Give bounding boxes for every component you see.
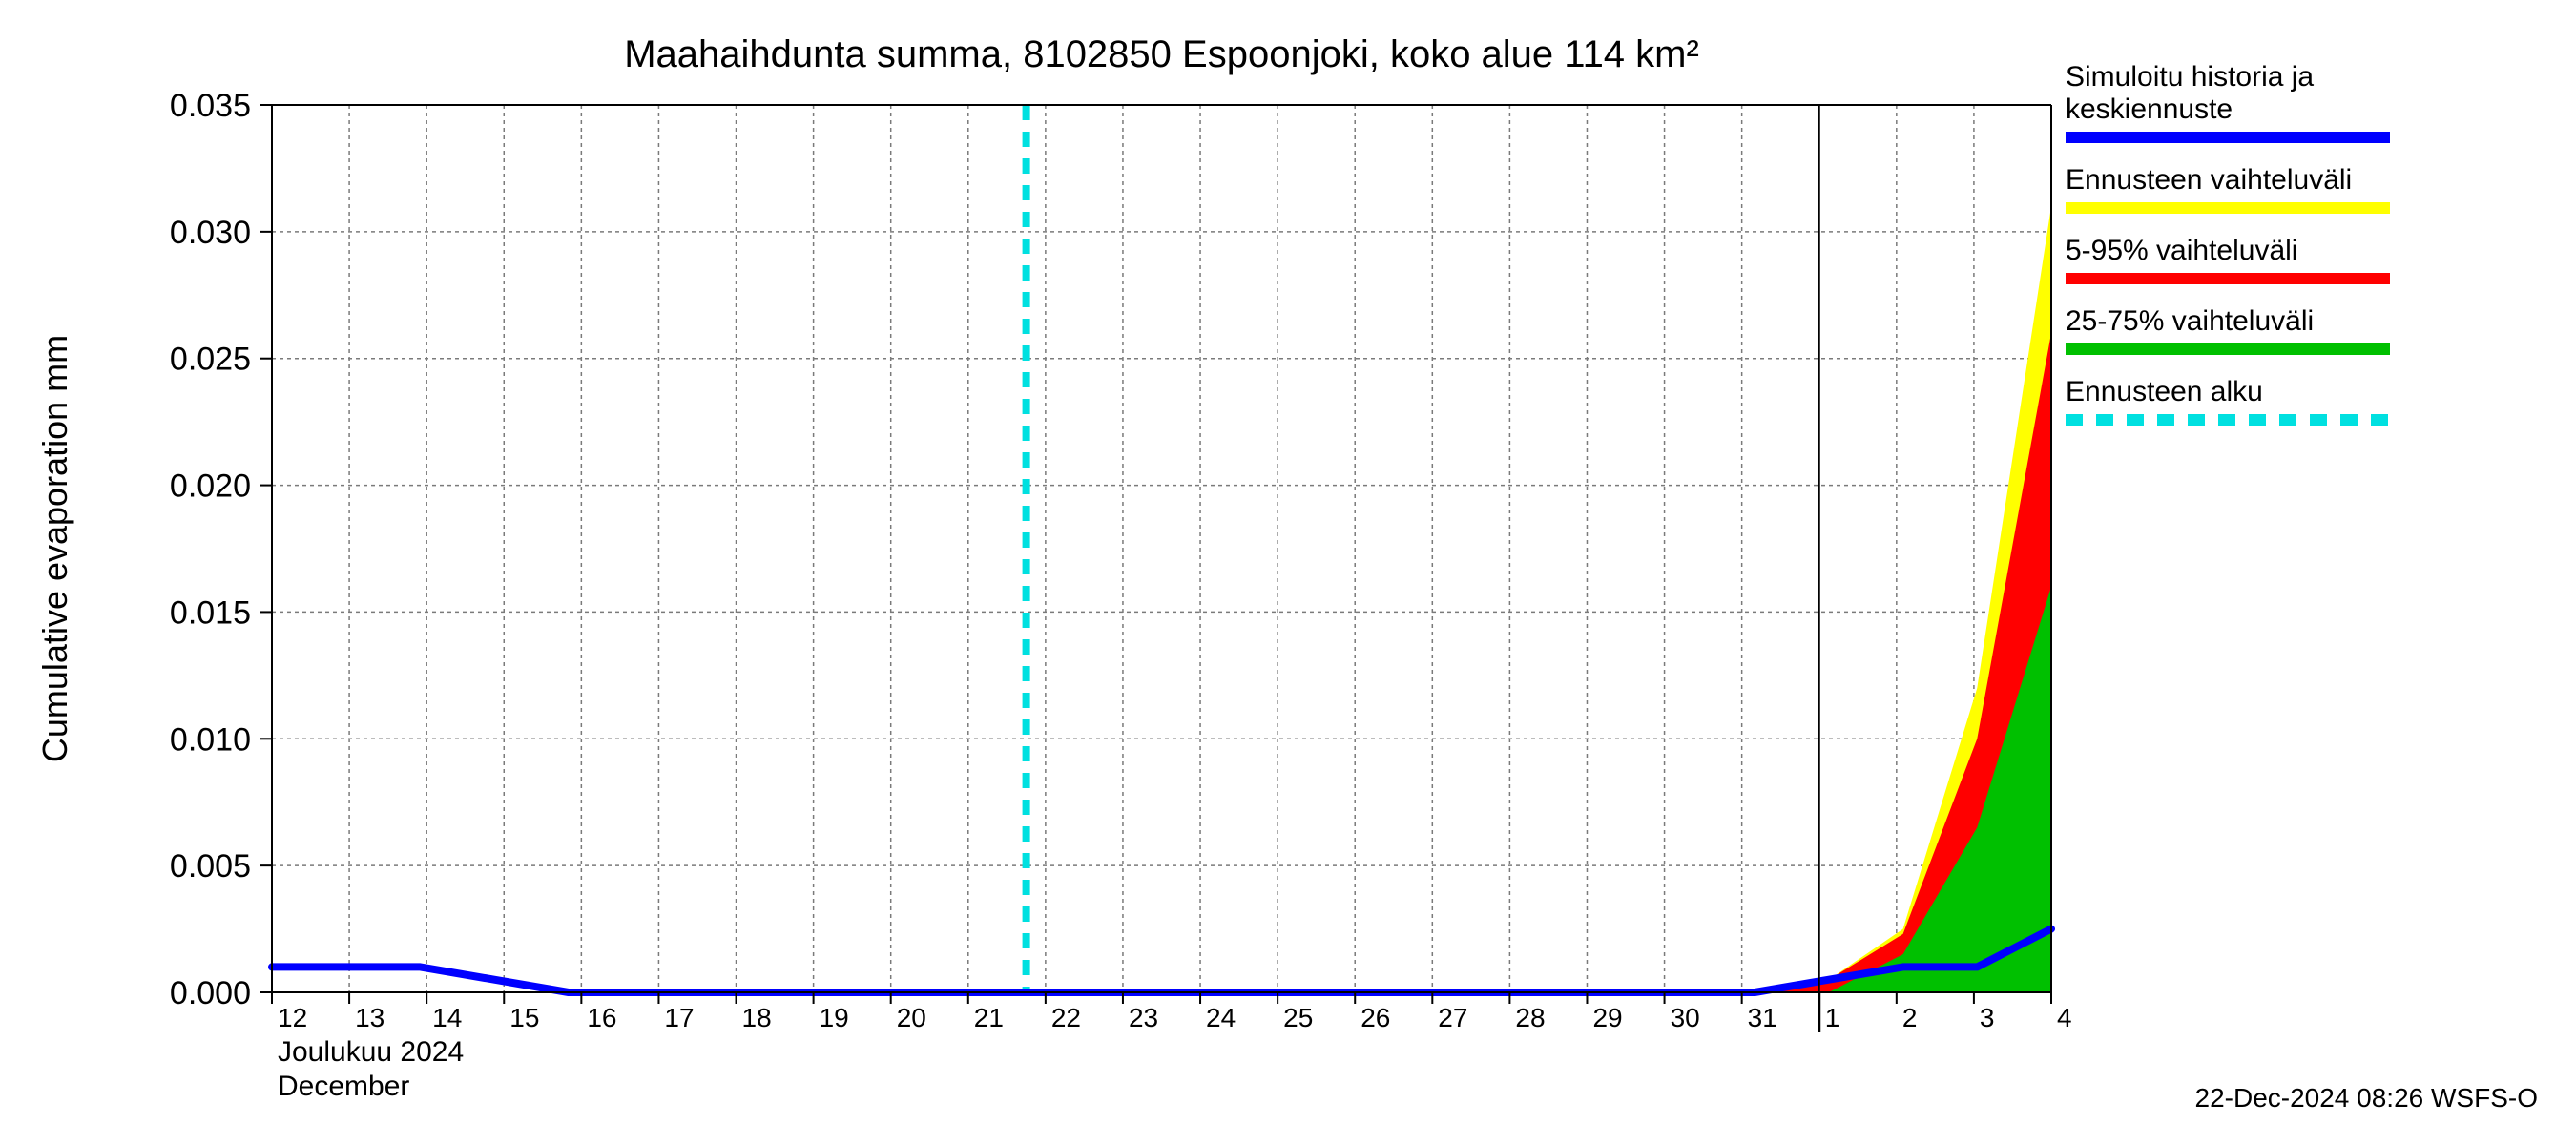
xtick-label: 17 [664,1003,694,1032]
legend-label: Simuloitu historia ja [2066,61,2314,93]
xtick-label: 26 [1361,1003,1390,1032]
xtick-label: 23 [1129,1003,1158,1032]
ytick-label: 0.020 [170,468,251,505]
xtick-label: 29 [1592,1003,1622,1032]
xtick-label: 3 [1980,1003,1995,1032]
chart-container: 0.000 0.005 0.010 0.015 0.020 0.025 0.030 0.035… [0,0,2576,1145]
xtick-label: 22 [1051,1003,1081,1032]
legend-label2: keskiennuste [2066,94,2233,125]
ytick-label: 0.000 [170,975,251,1011]
ytick-label: 0.010 [170,721,251,758]
legend-label: 5-95% vaihteluväli [2066,235,2297,266]
xtick-label: 16 [587,1003,616,1032]
x-sublabel-1: Joulukuu 2024 [278,1036,464,1068]
legend-label: Ennusteen alku [2066,376,2263,407]
xtick-label: 31 [1748,1003,1777,1032]
x-sublabel-2: December [278,1071,409,1102]
footer: 22-Dec-2024 08:26 WSFS-O [2195,1083,2539,1113]
xtick-label: 13 [355,1003,384,1032]
legend-label: Ennusteen vaihteluväli [2066,164,2352,196]
xtick-label: 28 [1515,1003,1545,1032]
xtick-label: 19 [820,1003,849,1032]
xtick-label: 4 [2057,1003,2072,1032]
xtick-label: 21 [974,1003,1004,1032]
ytick-label: 0.005 [170,848,251,885]
xtick-label: 30 [1671,1003,1700,1032]
ytick-label: 0.025 [170,342,251,378]
ytick-label: 0.030 [170,215,251,251]
xtick-label: 24 [1206,1003,1236,1032]
xtick-label: 18 [742,1003,772,1032]
ytick-label: 0.035 [170,88,251,124]
ytick-label: 0.015 [170,594,251,631]
xtick-label: 12 [278,1003,307,1032]
xtick-label: 25 [1283,1003,1313,1032]
title: Maahaihdunta summa, 8102850 Espoonjoki, … [624,33,1699,75]
xtick-label: 27 [1438,1003,1467,1032]
xtick-label: 14 [432,1003,462,1032]
xtick-label: 20 [897,1003,926,1032]
xtick-label: 2 [1902,1003,1918,1032]
xtick-label: 15 [509,1003,539,1032]
ylabel: Cumulative evaporation mm [35,335,74,762]
chart-svg: 0.000 0.005 0.010 0.015 0.020 0.025 0.030 0.035… [0,0,2576,1145]
legend-label: 25-75% vaihteluväli [2066,305,2314,337]
xtick-label: 1 [1825,1003,1840,1032]
